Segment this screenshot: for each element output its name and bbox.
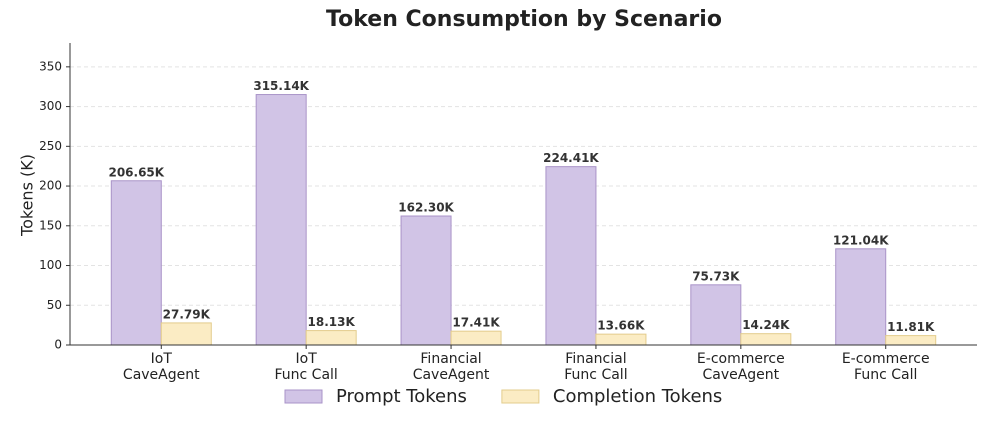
y-tick-label: 150: [39, 218, 62, 232]
bar: [740, 333, 792, 346]
x-tick-label-line: Financial: [565, 351, 626, 367]
bar: [450, 330, 502, 346]
y-tick-label: 250: [39, 139, 62, 153]
value-label: 121.04K: [833, 233, 889, 247]
legend-label: Prompt Tokens: [336, 386, 467, 407]
legend-swatch: [501, 389, 540, 404]
bar: [690, 284, 742, 346]
x-tick-label: E-commerce Func Call: [842, 351, 930, 383]
y-tick-label: 100: [39, 258, 62, 272]
x-tick-label-line: E-commerce: [697, 351, 785, 367]
x-tick-label: Financial CaveAgent: [413, 351, 490, 383]
bar: [885, 335, 937, 346]
bar: [545, 166, 597, 346]
bar: [400, 215, 452, 346]
x-tick-label: Financial Func Call: [564, 351, 627, 383]
x-tick-label: IoT CaveAgent: [123, 351, 200, 383]
value-label: 27.79K: [163, 307, 211, 321]
value-label: 206.65K: [108, 165, 164, 179]
value-label: 18.13K: [308, 315, 356, 329]
x-tick-label-line: Func Call: [854, 367, 917, 383]
y-tick-label: 200: [39, 179, 62, 193]
legend-label: Completion Tokens: [553, 386, 722, 407]
x-tick-label: IoT Func Call: [275, 351, 338, 383]
bar: [110, 180, 162, 346]
x-tick-label-line: Func Call: [564, 367, 627, 383]
x-tick-label: E-commerce CaveAgent: [697, 351, 785, 383]
bar: [160, 322, 212, 346]
y-tick-label: 300: [39, 99, 62, 113]
y-axis-label: Tokens (K): [18, 154, 37, 237]
x-tick-label-line: CaveAgent: [123, 367, 200, 383]
value-label: 17.41K: [452, 316, 500, 330]
bar: [305, 330, 357, 346]
x-tick-label-line: Func Call: [275, 367, 338, 383]
value-label: 75.73K: [692, 269, 740, 283]
y-tick-label: 0: [54, 338, 62, 352]
bar: [835, 248, 887, 346]
bar: [255, 94, 307, 346]
x-tick-label-line: CaveAgent: [413, 367, 490, 383]
x-tick-label-line: E-commerce: [842, 351, 930, 367]
x-tick-label-line: IoT: [151, 351, 173, 367]
y-tick-label: 50: [47, 298, 62, 312]
x-tick-label-line: Financial: [420, 351, 481, 367]
legend-swatch: [284, 389, 323, 404]
value-label: 11.81K: [887, 320, 935, 334]
value-label: 14.24K: [742, 318, 790, 332]
chart-title: Token Consumption by Scenario: [326, 7, 722, 32]
y-tick-label: 350: [39, 59, 62, 73]
value-label: 224.41K: [543, 151, 599, 165]
x-tick-label-line: CaveAgent: [702, 367, 779, 383]
bar: [595, 333, 647, 346]
x-tick-label-line: IoT: [296, 351, 318, 367]
value-label: 162.30K: [398, 201, 454, 215]
value-label: 315.14K: [253, 79, 309, 93]
value-label: 13.66K: [597, 319, 645, 333]
